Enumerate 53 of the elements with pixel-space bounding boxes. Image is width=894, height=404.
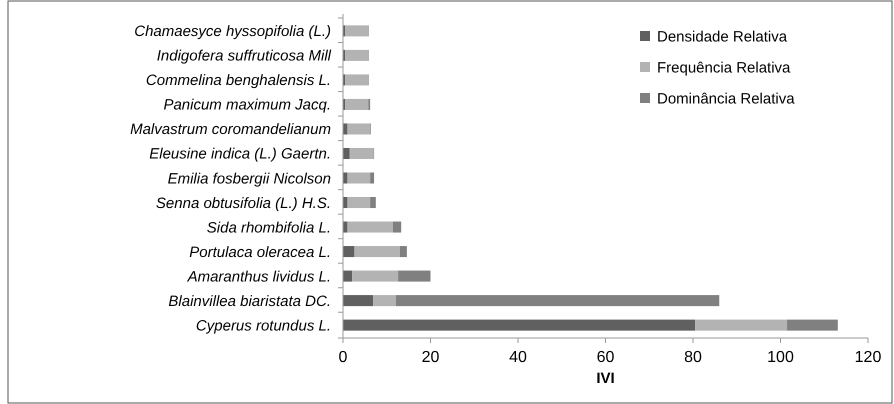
bar: [345, 74, 368, 86]
bar: [343, 246, 354, 258]
y-tick-label: Chamaesyce hyssopifolia (L.): [134, 23, 331, 40]
bar: [345, 50, 368, 61]
y-tick-label: Amaranthus lividus L.: [186, 268, 331, 286]
x-tick-label: 100: [767, 349, 794, 366]
y-tick-label: Senna obtusifolia (L.) H.S.: [156, 194, 331, 212]
bar: [343, 148, 350, 159]
y-tick-label: Emilia fosbergii Nicolson: [168, 170, 331, 188]
x-tick-label: 120: [854, 349, 882, 366]
bar: [392, 222, 402, 233]
bar: [787, 320, 838, 331]
x-tick-label: 60: [596, 349, 614, 366]
bar: [343, 320, 696, 331]
x-axis-title: IVI: [596, 370, 615, 387]
bar: [343, 197, 348, 208]
y-tick-label: Panicum maximum Jacq.: [163, 96, 331, 114]
y-tick-label: Eleusine indica (L.) Gaertn.: [149, 146, 331, 163]
y-tick-label: Commelina benghalensis L.: [146, 72, 331, 90]
bar: [343, 123, 348, 134]
legend-label: Densidade Relativa: [657, 28, 788, 46]
bar: [350, 148, 374, 159]
bar: [343, 270, 352, 282]
bar: [347, 222, 393, 233]
bar: [347, 123, 371, 134]
bar: [343, 172, 348, 184]
bar: [347, 172, 370, 184]
y-tick-label: Portulaca oleracea L.: [189, 244, 331, 261]
x-tick-label: 0: [338, 349, 348, 366]
bar: [398, 270, 430, 282]
y-tick-label: Cyperus rotundus L.: [196, 317, 331, 334]
x-tick-label: 80: [684, 349, 702, 366]
bar: [373, 295, 396, 306]
bar: [343, 295, 374, 306]
bar: [345, 25, 368, 36]
bar: [347, 197, 370, 208]
legend-label: Dominância Relativa: [657, 90, 796, 108]
y-tick-label: Blainvillea biaristata DC.: [168, 292, 331, 310]
bar: [354, 246, 400, 258]
bar: [370, 172, 374, 184]
bar: [352, 270, 398, 282]
bar: [695, 320, 788, 331]
x-tick-label: 40: [509, 349, 527, 366]
bar: [370, 197, 376, 208]
bar: [400, 246, 407, 258]
bar: [396, 295, 720, 306]
x-tick-label: 20: [422, 349, 440, 366]
y-tick-label: Sida rhombifolia L.: [206, 219, 331, 236]
y-tick-label: Malvastrum coromandelianum: [130, 121, 331, 138]
legend-label: Frequência Relativa: [657, 59, 792, 76]
bar: [345, 98, 368, 110]
bar: [343, 222, 348, 233]
y-tick-label: Indigofera suffruticosa Mill: [156, 48, 332, 65]
